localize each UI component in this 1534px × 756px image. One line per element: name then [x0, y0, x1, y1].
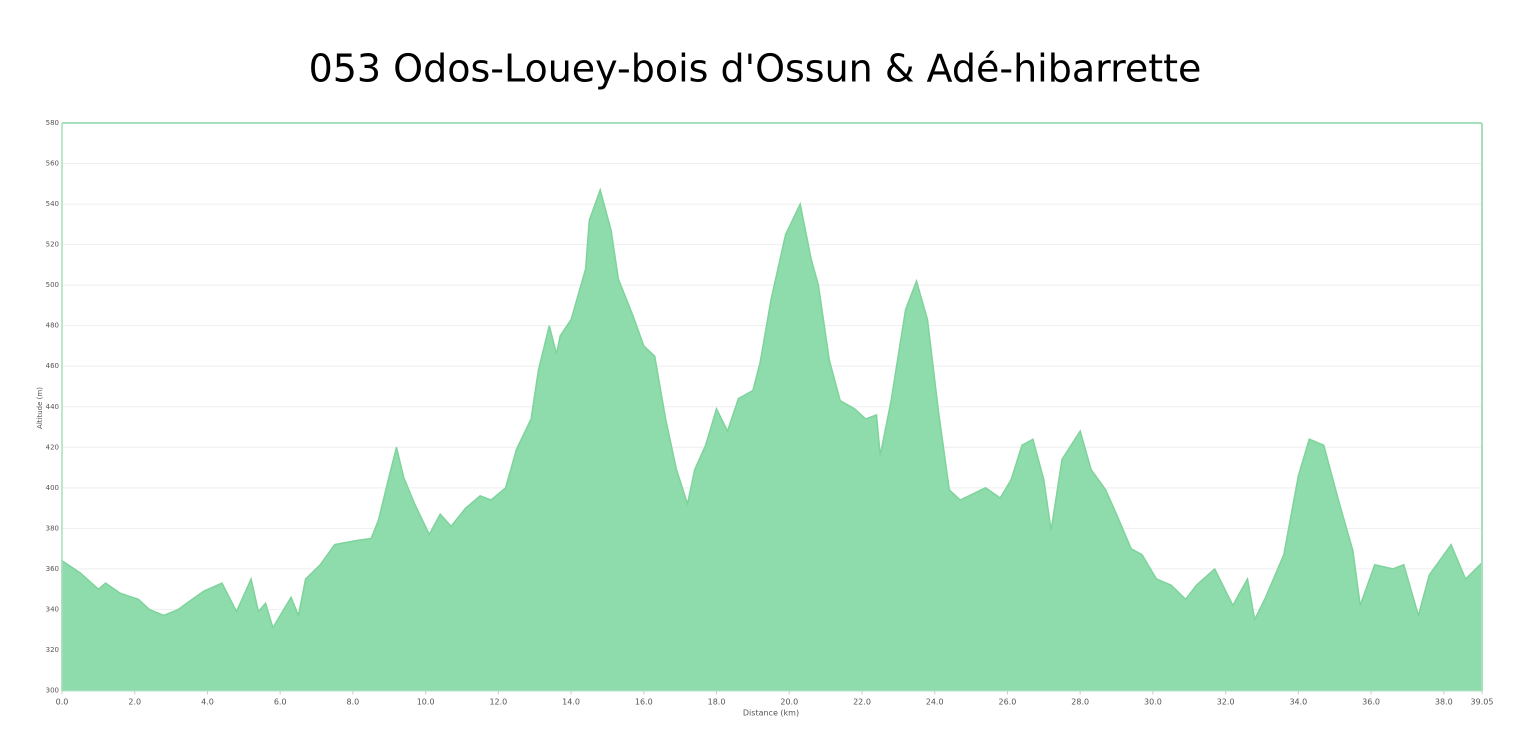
elevation-area [61, 187, 1483, 692]
x-tick-label: 28.0 [1071, 698, 1089, 707]
x-tick-label: 22.0 [853, 698, 871, 707]
y-tick-label: 380 [46, 524, 59, 532]
x-tick-label: 38.0 [1435, 698, 1453, 707]
y-tick-label: 580 [46, 119, 59, 127]
x-tick-label: 2.0 [128, 698, 141, 707]
x-tick-label: 32.0 [1217, 698, 1235, 707]
x-tick-label: 18.0 [708, 698, 726, 707]
y-axis-label: Altitude (m) [36, 387, 44, 429]
chart-title: 053 Odos-Louey-bois d'Ossun & Adé-hibarr… [309, 47, 1202, 91]
x-tick-label: 0.0 [56, 698, 69, 707]
x-tick-label: 6.0 [274, 698, 287, 707]
y-tick-label: 400 [46, 484, 59, 492]
y-tick-label: 560 [46, 160, 59, 168]
y-tick-label: 500 [46, 281, 59, 289]
y-tick-label: 420 [46, 443, 59, 451]
x-tick-label: 34.0 [1289, 698, 1307, 707]
x-tick-label: 24.0 [926, 698, 944, 707]
y-tick-label: 340 [46, 605, 59, 613]
y-tick-label: 540 [46, 200, 59, 208]
y-tick-label: 520 [46, 241, 59, 249]
x-tick-label: 16.0 [635, 698, 653, 707]
y-tick-label: 440 [46, 403, 59, 411]
y-tick-label: 360 [46, 565, 59, 573]
y-tick-label: 480 [46, 322, 59, 330]
x-tick-label: 4.0 [201, 698, 214, 707]
x-axis-label: Distance (km) [743, 709, 799, 718]
x-tick-label: 8.0 [347, 698, 360, 707]
x-tick-label: 14.0 [562, 698, 580, 707]
x-tick-label: 36.0 [1362, 698, 1380, 707]
x-tick-label: 39.05 [1471, 698, 1494, 707]
x-tick-label: 20.0 [780, 698, 798, 707]
x-tick-label: 30.0 [1144, 698, 1162, 707]
x-tick-label: 26.0 [999, 698, 1017, 707]
y-tick-label: 300 [46, 687, 59, 695]
x-tick-label: 12.0 [489, 698, 507, 707]
y-tick-label: 460 [46, 362, 59, 370]
y-tick-label: 320 [46, 646, 59, 654]
x-tick-label: 10.0 [417, 698, 435, 707]
